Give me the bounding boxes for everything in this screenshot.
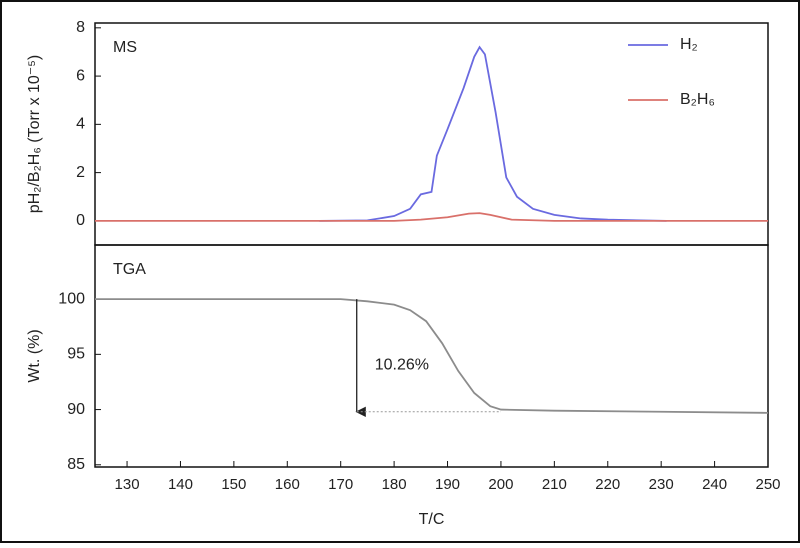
legend-label: B₂H₆ xyxy=(680,91,715,108)
x-tick-label: 200 xyxy=(488,476,513,493)
plot-frame xyxy=(94,244,769,468)
y-axis-title: pH₂/B₂H₆ (Torr x 10⁻⁵) xyxy=(26,55,43,213)
series-line xyxy=(319,45,667,222)
x-tick-label: 180 xyxy=(382,476,407,493)
x-tick-label: 240 xyxy=(702,476,727,493)
x-tick-label: 210 xyxy=(542,476,567,493)
series-line xyxy=(95,298,769,414)
y-tick-label: 2 xyxy=(76,164,85,181)
x-tick-label: 190 xyxy=(435,476,460,493)
y-tick-label: 95 xyxy=(67,346,85,363)
y-tick-label: 4 xyxy=(76,116,85,133)
x-tick-label: 220 xyxy=(595,476,620,493)
x-tick-label: 160 xyxy=(275,476,300,493)
y-tick-label: 6 xyxy=(76,67,85,84)
x-tick-label: 140 xyxy=(168,476,193,493)
x-tick-label: 170 xyxy=(328,476,353,493)
y-tick-label: 90 xyxy=(67,401,85,418)
plot-frame xyxy=(94,22,769,246)
panel-label: TGA xyxy=(113,261,146,278)
legend-label: H₂ xyxy=(680,36,698,53)
y-tick-label: 100 xyxy=(58,290,85,307)
series-line xyxy=(95,212,768,222)
x-tick-label: 230 xyxy=(649,476,674,493)
x-axis-title: T/C xyxy=(419,511,445,528)
x-tick-label: 130 xyxy=(115,476,140,493)
y-tick-label: 0 xyxy=(76,212,85,229)
y-tick-label: 8 xyxy=(76,19,85,36)
x-tick-label: 150 xyxy=(221,476,246,493)
x-tick-label: 250 xyxy=(755,476,780,493)
panel-label: MS xyxy=(113,39,137,56)
annotation-text: 10.26% xyxy=(375,357,429,374)
y-tick-label: 85 xyxy=(67,456,85,473)
y-axis-title: Wt. (%) xyxy=(26,329,43,382)
